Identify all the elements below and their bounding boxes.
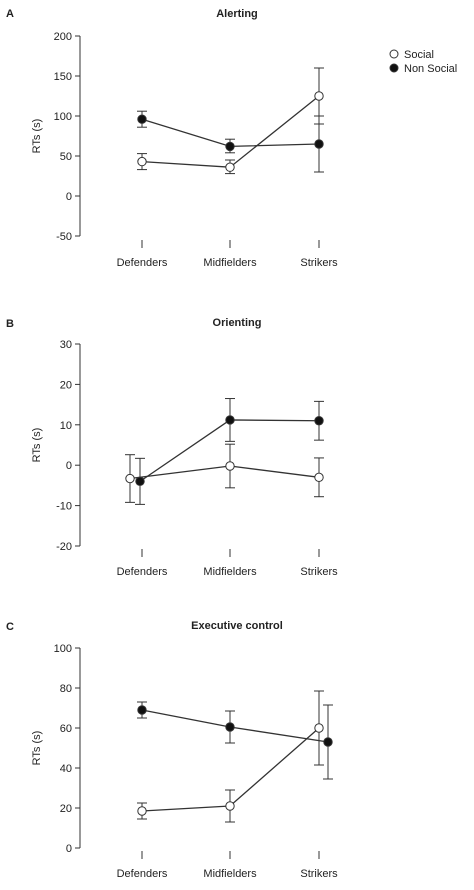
panel-letter: A	[6, 8, 14, 20]
x-tick-label: Midfielders	[203, 868, 257, 880]
y-tick-label: -50	[56, 231, 72, 243]
y-tick-label: -10	[56, 501, 72, 513]
y-tick-label: 0	[66, 191, 72, 203]
data-point-social	[314, 91, 324, 101]
y-tick-label: 0	[66, 843, 72, 855]
legend-marker	[389, 49, 399, 59]
x-tick-label: Defenders	[117, 868, 168, 880]
legend-label: Social	[404, 49, 434, 61]
data-point-social	[225, 461, 235, 471]
y-tick-label: 50	[60, 151, 72, 163]
panel-title: Alerting	[216, 8, 258, 20]
data-point-non-social	[314, 139, 324, 149]
y-tick-label: 20	[60, 803, 72, 815]
y-axis-label: RTs (s)	[31, 731, 43, 766]
x-tick-label: Strikers	[300, 566, 338, 578]
x-tick-label: Defenders	[117, 566, 168, 578]
data-point-social	[125, 473, 135, 484]
data-point-social	[314, 472, 324, 483]
x-tick-label: Strikers	[300, 868, 338, 880]
y-tick-label: 0	[66, 460, 72, 472]
y-tick-label: 200	[54, 31, 72, 43]
y-tick-label: 60	[60, 723, 72, 735]
y-tick-label: 30	[60, 339, 72, 351]
panel-title: Orienting	[213, 317, 262, 329]
series-line-social	[129, 465, 320, 480]
data-point-non-social	[225, 722, 235, 732]
x-tick-label: Defenders	[117, 257, 168, 269]
data-point-non-social	[225, 141, 235, 152]
data-point-non-social	[135, 476, 145, 487]
chart-panel-c: C Executive control 0 20 40 60 80 100 RTs (s) Def…	[6, 620, 338, 880]
data-point-non-social	[137, 114, 147, 124]
data-point-non-social	[225, 415, 235, 425]
x-tick-label: Midfielders	[203, 566, 257, 578]
data-point-non-social	[314, 416, 324, 426]
series-line-non-social	[141, 709, 329, 743]
y-tick-label: 10	[60, 420, 72, 432]
chart-panel-b: B Orienting -20 -10 0 10 20 30 RTs (s) Defenders M…	[6, 317, 338, 578]
legend-label: Non Social	[404, 63, 457, 75]
y-tick-label: 20	[60, 379, 72, 391]
y-axis-label: RTs (s)	[31, 428, 43, 463]
chart-panel-a: A Alerting -50 0 50 100 150 200 RTs (s) Defenders…	[6, 8, 457, 269]
data-point-non-social	[137, 705, 147, 715]
data-point-social	[225, 162, 235, 172]
y-tick-label: 100	[54, 111, 72, 123]
y-tick-label: 150	[54, 71, 72, 83]
panel-letter: B	[6, 318, 14, 330]
y-tick-label: -20	[56, 541, 72, 553]
data-point-social	[225, 801, 235, 811]
legend: Social Non Social	[389, 49, 457, 75]
legend-marker	[389, 63, 399, 73]
data-point-social	[137, 156, 147, 167]
data-point-non-social	[323, 737, 333, 747]
panel-letter: C	[6, 621, 14, 633]
panel-title: Executive control	[191, 620, 283, 632]
series-line-social	[141, 95, 320, 168]
x-tick-label: Strikers	[300, 257, 338, 269]
y-tick-label: 100	[54, 643, 72, 655]
y-tick-label: 40	[60, 763, 72, 775]
data-point-social	[137, 806, 147, 816]
x-tick-label: Midfielders	[203, 257, 257, 269]
data-point-social	[314, 723, 324, 733]
y-tick-label: 80	[60, 683, 72, 695]
y-axis-label: RTs (s)	[31, 119, 43, 154]
